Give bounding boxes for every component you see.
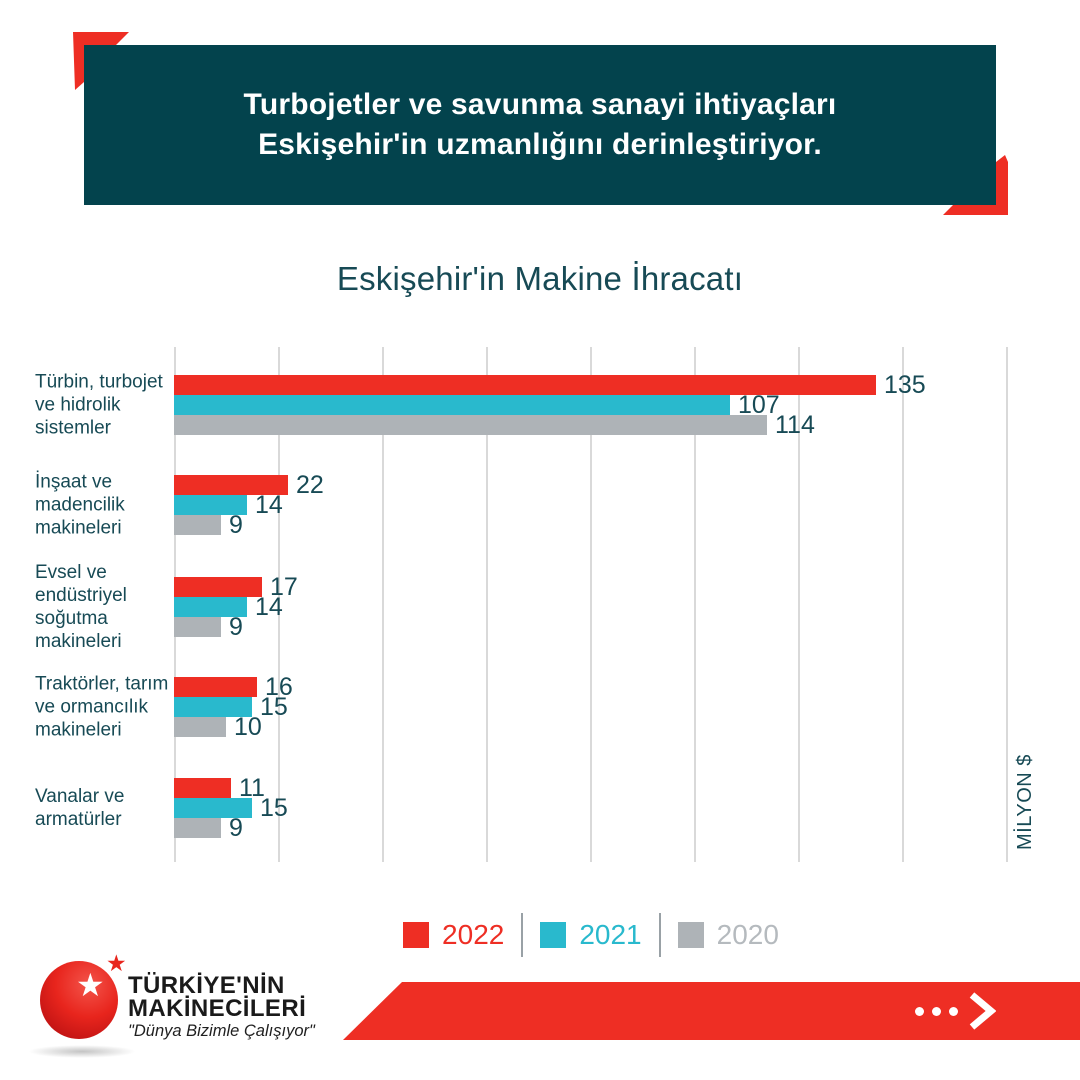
bar-2021: [174, 597, 247, 617]
bar-chart: Türbin, turbojet ve hidrolik sistemler 13…: [0, 347, 1080, 862]
bar-2022: [174, 375, 876, 395]
legend-swatch-2021: [540, 922, 567, 948]
bar-2020: [174, 717, 226, 737]
value-label: 9: [229, 510, 243, 539]
bar-2021: [174, 495, 247, 515]
category-label: Vanalar ve armatürler: [35, 786, 125, 830]
legend-separator: [658, 913, 661, 957]
value-label: 114: [775, 410, 815, 439]
dot-icon: [949, 1006, 958, 1016]
value-label: 11: [239, 773, 265, 802]
value-label: 15: [260, 692, 288, 721]
value-label: 10: [234, 712, 262, 741]
bar-2022: [174, 677, 257, 697]
gridline: [486, 347, 488, 862]
chevron-right-icon: [969, 992, 996, 1030]
star-icon: ★: [76, 966, 105, 1004]
value-label: 9: [229, 813, 243, 842]
bar-2021: [174, 395, 730, 415]
header-title-line1: Turbojetler ve savunma sanayi ihtiyaçlar…: [243, 88, 837, 121]
footer-arrow-banner[interactable]: [343, 982, 1080, 1040]
value-label: 16: [265, 672, 293, 701]
bar-2020: [174, 415, 767, 435]
logo-shadow: [28, 1045, 136, 1058]
bar-2022: [174, 577, 262, 597]
brand-name-line1: TÜRKİYE'NİN: [128, 972, 285, 999]
dot-icon: [932, 1006, 941, 1016]
category-label: Traktörler, tarım ve ormancılık makinele…: [35, 673, 169, 741]
brand-name-line2: MAKİNECİLERİ: [128, 995, 307, 1022]
gridline: [382, 347, 384, 862]
category-label: Evsel ve endüstriyel soğutma makineleri: [35, 562, 127, 652]
legend-label-2021: 2021: [579, 919, 642, 950]
bar-2022: [174, 475, 288, 495]
gridline: [590, 347, 592, 862]
axis-unit-label: MİLYON $: [1014, 754, 1036, 850]
dot-icon: [915, 1006, 924, 1016]
header-banner: Turbojetler ve savunma sanayi ihtiyaçlar…: [84, 45, 996, 205]
legend-separator: [521, 913, 524, 957]
bar-2022: [174, 778, 231, 798]
gridline: [694, 347, 696, 862]
gridline: [1006, 347, 1008, 862]
category-label: Türbin, turbojet ve hidrolik sistemler: [35, 371, 163, 439]
logo-globe: [40, 961, 118, 1039]
value-label: 14: [255, 490, 283, 519]
value-label: 9: [229, 612, 243, 641]
value-label: 14: [255, 592, 283, 621]
category-label: İnşaat ve madencilik makineleri: [35, 471, 125, 539]
bar-2020: [174, 617, 221, 637]
header-title-line2: Eskişehir'in uzmanlığını derinleştiriyor…: [258, 128, 822, 161]
bar-2021: [174, 697, 252, 717]
value-label: 15: [260, 793, 288, 822]
small-star-icon: ★: [106, 951, 127, 977]
legend-label-2022: 2022: [442, 919, 505, 950]
value-label: 22: [296, 470, 324, 499]
dots-chevron-right-icon: [915, 982, 996, 1040]
bar-2020: [174, 818, 221, 838]
legend-label-2020: 2020: [716, 919, 779, 950]
legend-swatch-2022: [403, 922, 430, 948]
gridline: [902, 347, 904, 862]
chart-legend: 2022 2021 2020: [174, 913, 1008, 957]
chart-title: Eskişehir'in Makine İhracatı: [336, 260, 744, 297]
gridline: [798, 347, 800, 862]
value-label: 135: [884, 370, 926, 399]
bar-2021: [174, 798, 252, 818]
value-label: 107: [738, 390, 780, 419]
bar-2020: [174, 515, 221, 535]
legend-swatch-2020: [677, 922, 704, 948]
value-label: 17: [270, 572, 298, 601]
gridline: [278, 347, 280, 862]
brand-slogan: "Dünya Bizimle Çalışıyor": [128, 1022, 315, 1040]
